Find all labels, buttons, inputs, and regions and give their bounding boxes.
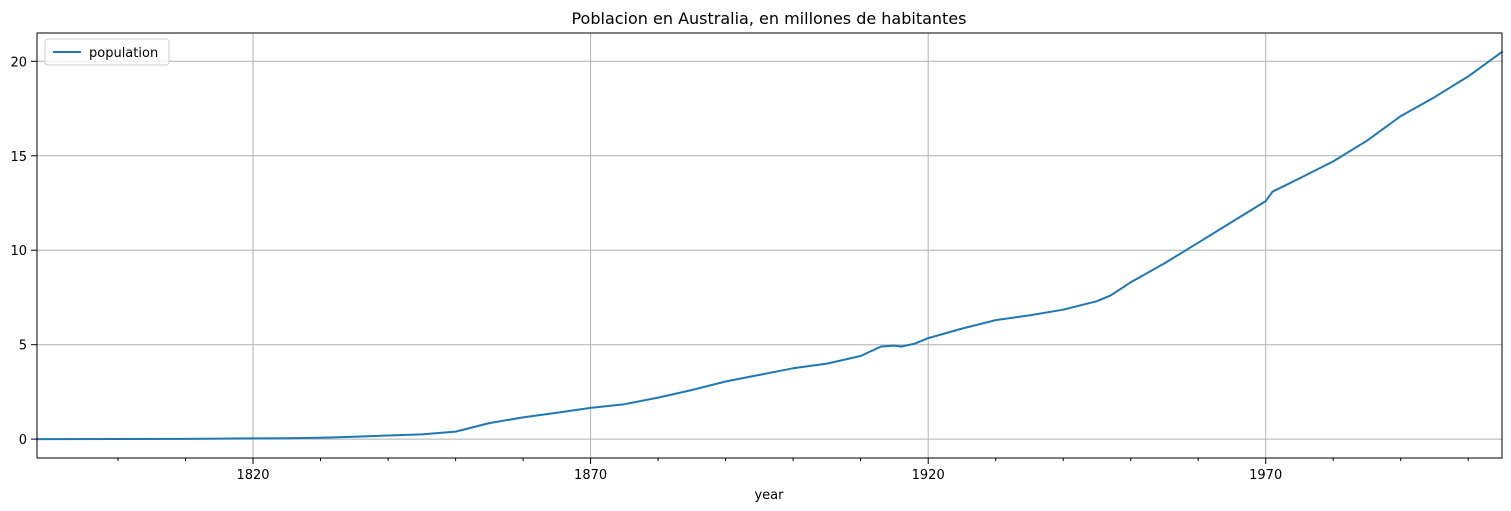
x-tick-label-1820: 1820	[236, 468, 269, 483]
legend-label-population: population	[89, 46, 158, 61]
series-line-population	[36, 50, 1503, 441]
series-lines	[36, 50, 1503, 441]
y-tick-label-15: 15	[10, 150, 27, 165]
chart-title: Poblacion en Australia, en millones de h…	[571, 9, 966, 28]
legend-box	[44, 38, 170, 66]
plot-frame	[36, 32, 1503, 459]
x-axis-label: year	[754, 488, 784, 503]
grid-lines	[37, 33, 1502, 458]
x-tick-label-1870: 1870	[574, 468, 607, 483]
y-tick-label-10: 10	[10, 244, 27, 259]
x-tick-label-1970: 1970	[1249, 468, 1282, 483]
y-tick-label-0: 0	[19, 433, 27, 448]
y-tick-label-20: 20	[10, 55, 27, 70]
y-tick-label-5: 5	[19, 339, 27, 354]
legend: population	[44, 38, 170, 66]
axis-ticks: 1820 1870 1920 1970 0 5 10 15 20	[10, 55, 1469, 483]
x-tick-label-1920: 1920	[912, 468, 945, 483]
